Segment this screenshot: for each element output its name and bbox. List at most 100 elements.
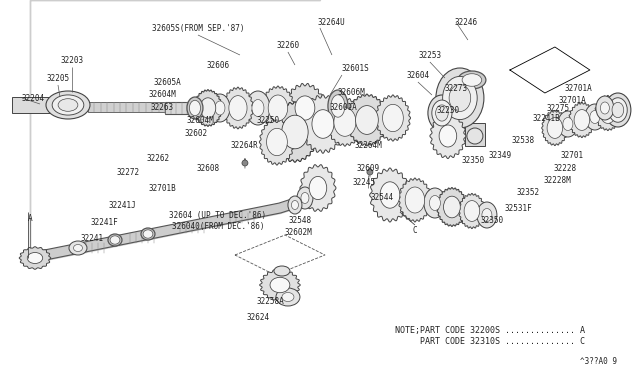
Ellipse shape [467,128,483,144]
Ellipse shape [605,93,631,127]
Ellipse shape [436,105,448,121]
Text: 32230: 32230 [436,106,460,115]
Ellipse shape [428,95,456,131]
Ellipse shape [331,95,345,117]
Ellipse shape [309,176,327,199]
Text: 32241J: 32241J [108,201,136,209]
Ellipse shape [295,96,315,120]
Polygon shape [260,269,300,301]
Ellipse shape [291,201,298,209]
Ellipse shape [242,160,248,166]
Text: 32604 (UP TO DEC.'86): 32604 (UP TO DEC.'86) [170,211,266,219]
Ellipse shape [288,196,302,214]
Ellipse shape [270,277,290,293]
Text: 32262: 32262 [147,154,170,163]
Polygon shape [595,95,621,131]
Ellipse shape [449,84,470,112]
Text: 32605A: 32605A [153,77,181,87]
Ellipse shape [200,98,216,118]
Ellipse shape [547,118,563,138]
Ellipse shape [443,76,477,120]
Ellipse shape [143,230,153,238]
Ellipse shape [282,115,308,149]
Ellipse shape [274,266,290,276]
Text: 32258A: 32258A [256,298,284,307]
Text: 32264M: 32264M [354,141,382,150]
Ellipse shape [282,292,294,301]
Ellipse shape [46,91,90,119]
Ellipse shape [429,196,440,211]
Ellipse shape [69,241,87,255]
Text: 32272: 32272 [116,167,140,176]
Polygon shape [541,110,568,145]
Text: 32604M: 32604M [186,115,214,125]
Polygon shape [436,187,467,227]
Text: 32205: 32205 [47,74,70,83]
Text: 32602M: 32602M [284,228,312,237]
Text: 32701A: 32701A [558,96,586,105]
Text: 32273: 32273 [444,83,467,93]
Ellipse shape [462,74,482,86]
Text: 32241B: 32241B [532,113,560,122]
Ellipse shape [52,95,84,115]
Text: 32203: 32203 [60,55,84,64]
Text: 32246: 32246 [454,17,477,26]
Ellipse shape [600,102,609,114]
Polygon shape [271,102,319,162]
Ellipse shape [464,201,480,221]
Text: 32241: 32241 [81,234,104,243]
Text: 32204: 32204 [22,93,45,103]
Text: 32350: 32350 [461,155,484,164]
Ellipse shape [301,192,309,203]
Ellipse shape [215,101,225,115]
Ellipse shape [563,118,573,131]
Text: 32263: 32263 [150,103,173,112]
Text: PART CODE 32310S .............. C: PART CODE 32310S .............. C [395,337,585,346]
Ellipse shape [590,110,600,124]
Ellipse shape [405,187,425,213]
Text: 32602: 32602 [184,128,207,138]
Polygon shape [430,113,466,158]
Polygon shape [165,102,210,114]
Polygon shape [259,119,294,165]
Ellipse shape [246,91,270,125]
Text: 32604M: 32604M [148,90,176,99]
Ellipse shape [58,99,78,111]
Text: 32228M: 32228M [543,176,571,185]
Polygon shape [346,94,387,146]
Text: 32350: 32350 [481,215,504,224]
Ellipse shape [268,95,288,121]
Text: 32264U: 32264U [318,17,346,26]
Text: ^3??A0 9: ^3??A0 9 [580,357,617,366]
Text: 32264R: 32264R [230,141,258,150]
Text: 32608: 32608 [196,164,220,173]
Ellipse shape [141,228,155,240]
Ellipse shape [110,236,120,244]
Polygon shape [459,193,485,229]
Ellipse shape [600,103,616,124]
Text: 32275: 32275 [547,103,570,112]
Text: 32548: 32548 [289,215,312,224]
Ellipse shape [439,125,457,147]
Text: 32253: 32253 [419,51,442,60]
Polygon shape [465,123,485,146]
Text: 32701: 32701 [561,151,584,160]
Ellipse shape [436,68,484,128]
Ellipse shape [596,96,614,120]
Ellipse shape [558,111,578,137]
Ellipse shape [356,106,378,134]
Text: 32604: 32604 [406,71,429,80]
Ellipse shape [432,100,452,126]
Ellipse shape [424,188,446,218]
Ellipse shape [477,202,497,228]
Polygon shape [223,87,253,129]
Text: 32228: 32228 [554,164,577,173]
Polygon shape [300,165,336,211]
Text: NOTE;PART CODE 32200S .............. A: NOTE;PART CODE 32200S .............. A [395,326,585,334]
Polygon shape [569,102,595,138]
Polygon shape [399,178,431,222]
Ellipse shape [189,100,200,116]
Text: 32606: 32606 [206,61,230,70]
Polygon shape [88,102,165,112]
Text: 32245: 32245 [353,177,376,186]
